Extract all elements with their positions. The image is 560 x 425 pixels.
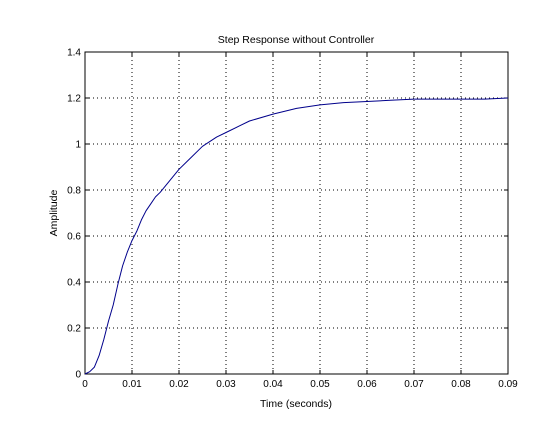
tick-labels: 0 0.01 0.02 0.03 0.04 0.05 0.06 0.07 0.08 0.09 0 0.… [67, 48, 518, 391]
axes [84, 51, 509, 375]
x-tick-label: 0.02 [169, 379, 189, 390]
grid-lines [85, 52, 508, 374]
axes-box [84, 51, 509, 375]
y-tick-label: 1 [75, 140, 81, 151]
x-tick-label: 0 [82, 379, 88, 390]
x-tick-label: 0.05 [310, 379, 330, 390]
x-tick-label: 0.07 [404, 379, 424, 390]
y-axis-title: Amplitude [48, 190, 60, 237]
x-tick-label: 0.08 [451, 379, 471, 390]
y-tick-label: 0.2 [67, 324, 81, 335]
x-tick-label: 0.01 [122, 379, 142, 390]
y-tick-label: 0.6 [67, 232, 81, 243]
y-tick-label: 0 [75, 370, 81, 381]
chart-title: Step Response without Controller [218, 34, 375, 46]
y-tick-label: 1.2 [67, 94, 81, 105]
y-tick-label: 1.4 [67, 48, 81, 59]
step-response-line [84, 97, 509, 375]
x-tick-label: 0.09 [498, 379, 518, 390]
series-layer [84, 97, 509, 375]
y-tick-label: 0.8 [67, 186, 81, 197]
x-axis-title: Time (seconds) [260, 398, 332, 410]
x-tick-label: 0.06 [357, 379, 377, 390]
y-tick-label: 0.4 [67, 278, 81, 289]
plot-area [85, 52, 508, 374]
x-tick-label: 0.03 [216, 379, 236, 390]
x-tick-label: 0.04 [263, 379, 283, 390]
